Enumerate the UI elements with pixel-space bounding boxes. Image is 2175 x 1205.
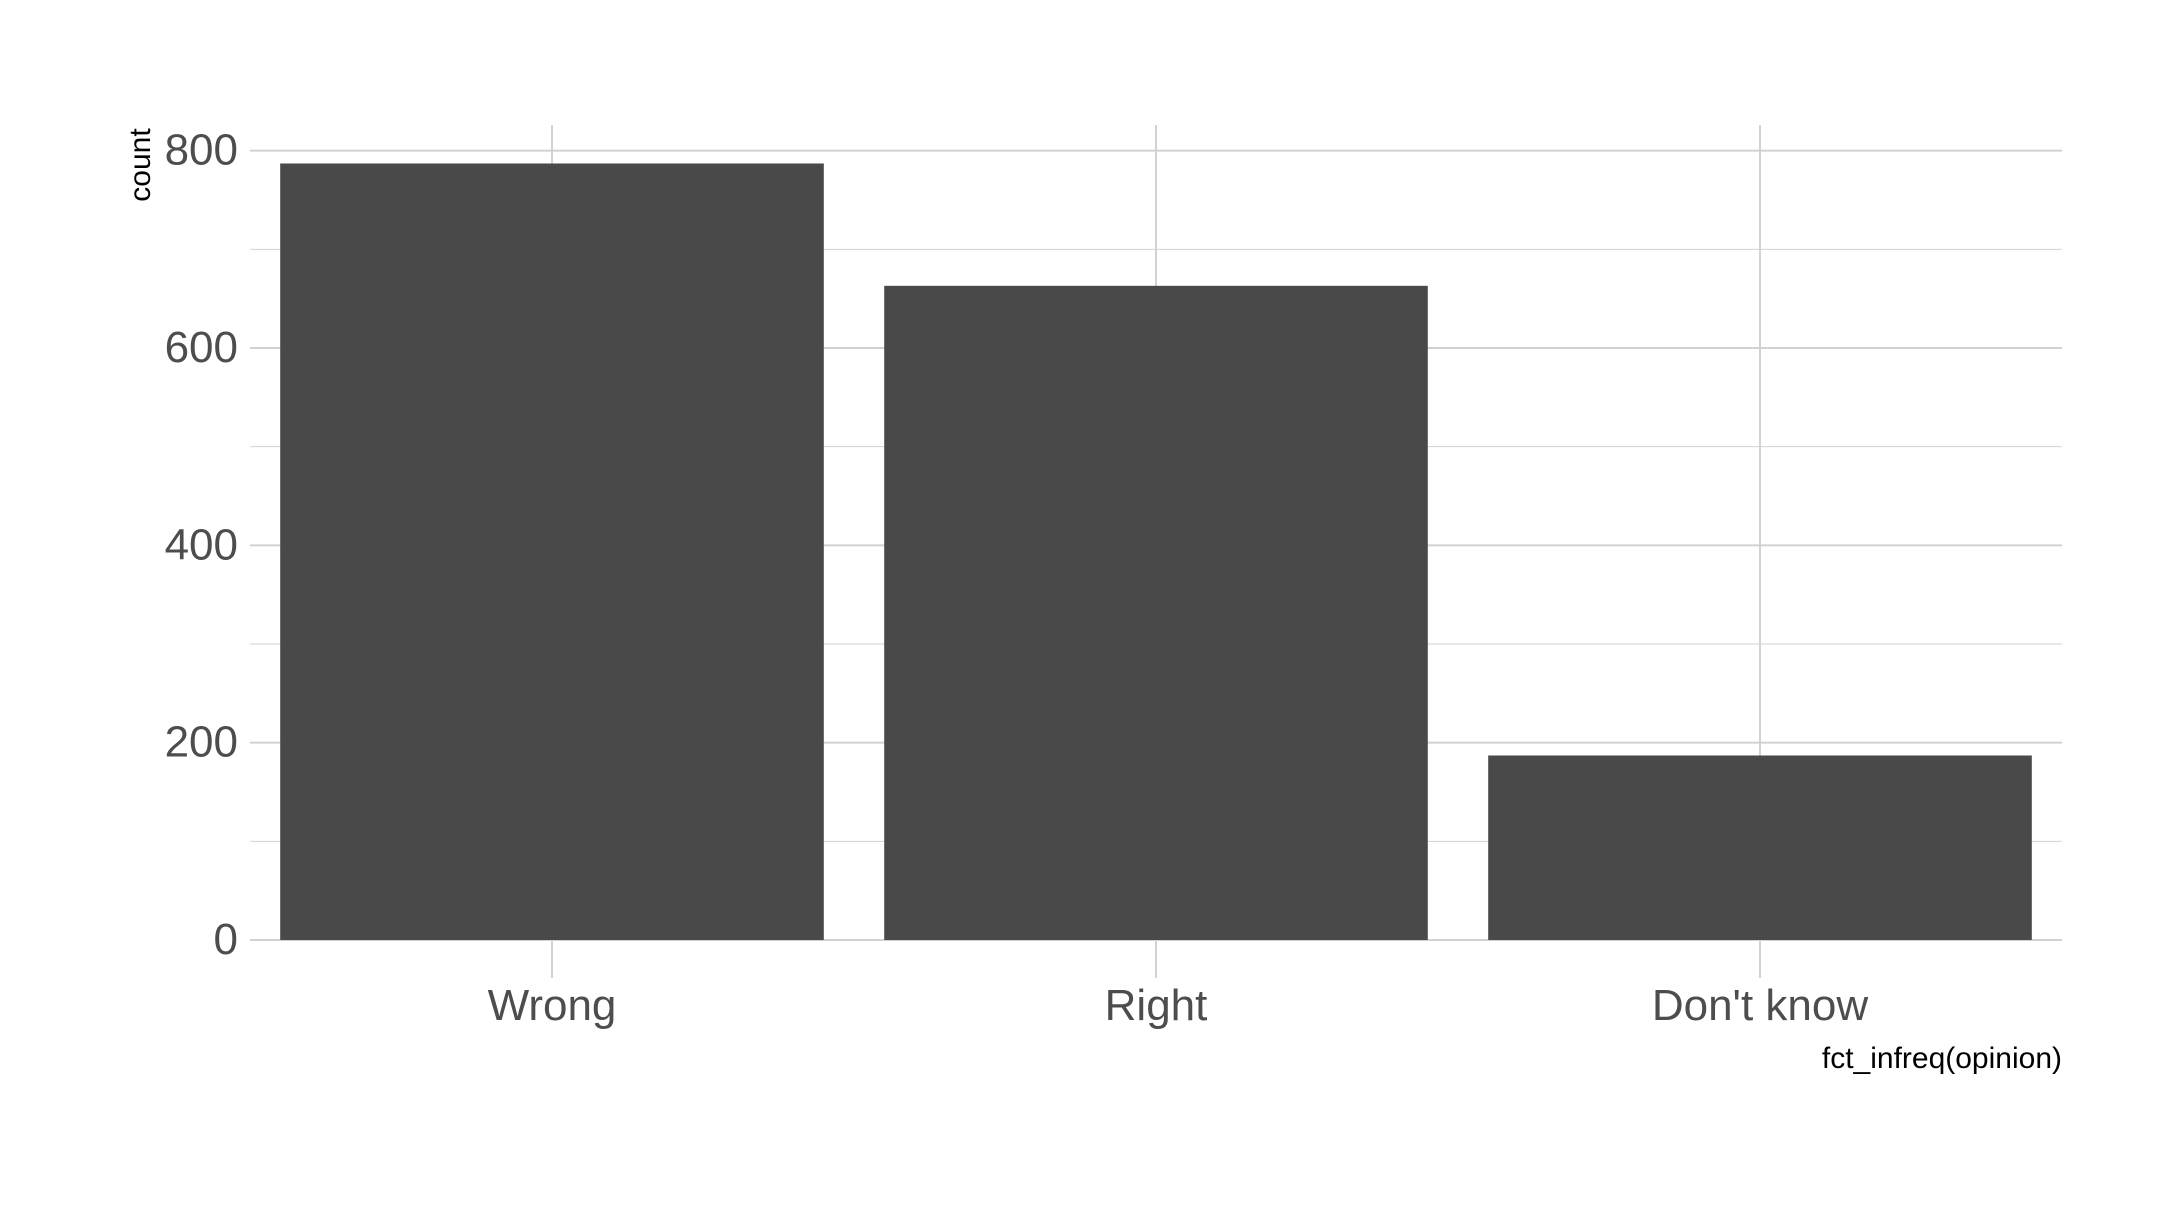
y-tick-label: 200 xyxy=(165,718,238,767)
x-tick-labels: Wrong Right Don't know xyxy=(488,981,1869,1030)
x-tick-label: Right xyxy=(1105,981,1208,1030)
bar-wrong xyxy=(280,163,824,940)
y-tick-label: 400 xyxy=(165,520,238,569)
x-tick-label: Wrong xyxy=(488,981,617,1030)
y-tick-labels: 0 200 400 600 800 xyxy=(165,126,238,964)
y-tick-label: 0 xyxy=(214,915,238,964)
y-tick-label: 800 xyxy=(165,126,238,175)
y-axis-title: count xyxy=(124,128,157,202)
x-tick-label: Don't know xyxy=(1652,981,1869,1030)
x-axis-title: fct_infreq(opinion) xyxy=(1822,1042,2062,1075)
bars xyxy=(280,163,2032,940)
y-tick-label: 600 xyxy=(165,323,238,372)
bar-don-t-know xyxy=(1488,755,2032,940)
bar-right xyxy=(884,285,1428,940)
